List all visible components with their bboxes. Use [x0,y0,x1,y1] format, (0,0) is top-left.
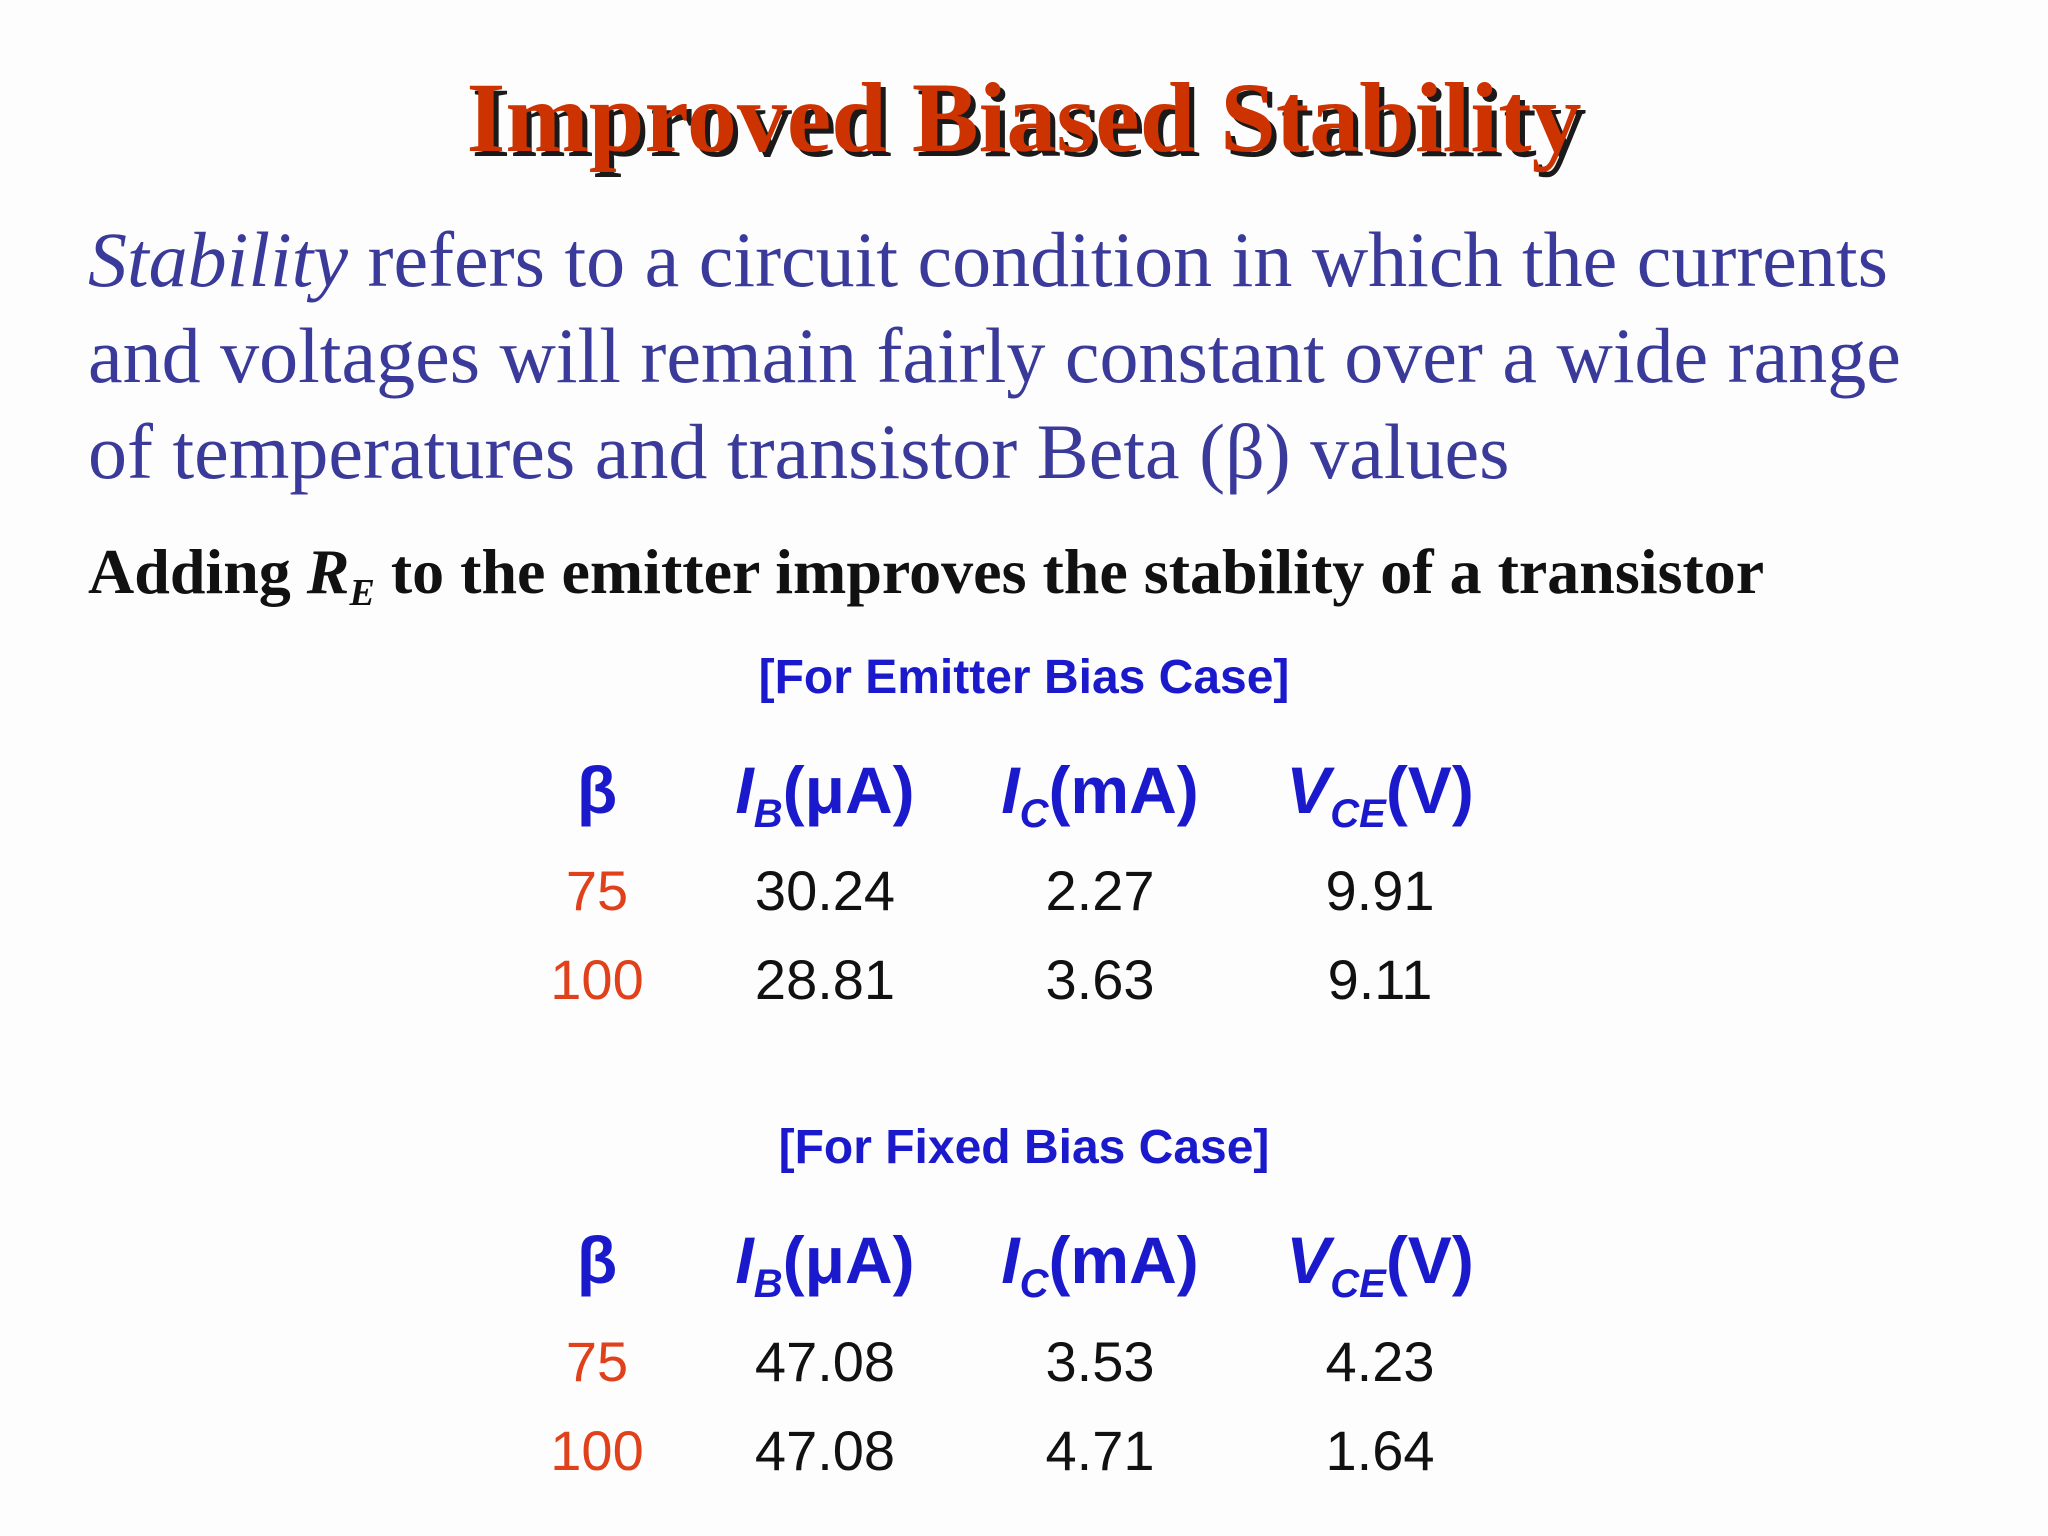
table-cell-ib: 47.08 [754,1330,896,1393]
table-cell-ic: 3.63 [1045,948,1155,1011]
table-cell-beta: 75 [565,1330,629,1393]
re-subscript: E [349,572,375,614]
adding-re-statement: Adding RE to the emitter improves the st… [88,532,1988,612]
ib-symbol: I [735,753,754,827]
header-vce: VCE(V) [1250,750,1510,834]
table-cell-beta: 100 [550,948,644,1011]
definition-line-1-text: refers to a circuit condition in which t… [347,216,1888,303]
ic-symbol: I [1001,753,1020,827]
ib-subscript: B [753,792,783,836]
ic-subscript: C [1019,1262,1049,1306]
table-cell-ic: 3.53 [1045,1330,1155,1393]
fixed-bias-caption: [For Fixed Bias Case] [778,1121,1270,1174]
vce-unit: (V) [1385,1223,1474,1297]
definition-line-2: and voltages will remain fairly constant… [88,312,1901,399]
definition-line-3: of temperatures and transistor Beta (β) … [88,408,1510,495]
table-cell-ib: 28.81 [754,948,896,1011]
table-cell-ic: 2.27 [1045,859,1155,922]
header-ib: IB(μA) [700,1220,950,1304]
ib-unit: (μA) [782,753,915,827]
ic-unit: (mA) [1048,1223,1199,1297]
table-cell-beta: 75 [565,859,629,922]
header-beta: β [576,1223,618,1297]
header-ib: IB(μA) [700,750,950,834]
header-ic: IC(mA) [970,750,1230,834]
vce-subscript: CE [1330,1262,1386,1306]
table-cell-ib: 30.24 [754,859,896,922]
stability-term: Stability [88,216,348,303]
header-vce: VCE(V) [1250,1220,1510,1304]
ib-subscript: B [753,1262,783,1306]
re-symbol: R [306,536,350,607]
vce-subscript: CE [1330,792,1386,836]
definition-line-1: Stability refers to a circuit condition … [88,212,1988,308]
adding-after: to the emitter improves the stability of… [374,536,1765,607]
vce-symbol: V [1286,1223,1331,1297]
vce-unit: (V) [1385,753,1474,827]
ic-subscript: C [1019,792,1049,836]
ib-symbol: I [735,1223,754,1297]
table-cell-vce: 4.23 [1325,1330,1435,1393]
header-beta: β [576,753,618,827]
slide-title: Improved Biased Stability [466,62,1582,173]
vce-symbol: V [1286,753,1331,827]
adding-before: Adding [88,536,307,607]
table-cell-beta: 100 [550,1419,644,1482]
table-cell-vce: 9.91 [1325,859,1435,922]
table-cell-vce: 1.64 [1325,1419,1435,1482]
stability-definition: Stability refers to a circuit condition … [88,212,1988,500]
table-cell-ib: 47.08 [754,1419,896,1482]
table-cell-vce: 9.11 [1327,948,1433,1011]
ib-unit: (μA) [782,1223,915,1297]
ic-symbol: I [1001,1223,1020,1297]
ic-unit: (mA) [1048,753,1199,827]
header-ic: IC(mA) [970,1220,1230,1304]
emitter-bias-caption: [For Emitter Bias Case] [758,651,1290,704]
table-cell-ic: 4.71 [1045,1419,1155,1482]
